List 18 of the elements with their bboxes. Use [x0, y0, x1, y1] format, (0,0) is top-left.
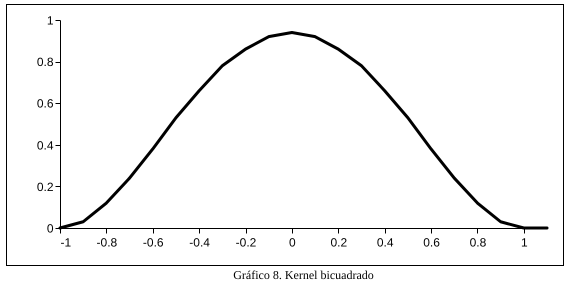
x-tick-label: -0.2 — [236, 236, 257, 250]
text: Gráfico 8. Kernel bicuadrado — [233, 268, 374, 282]
y-tick-label: 1 — [46, 14, 54, 28]
y-tick-label: 0.6 — [36, 96, 54, 111]
y-tick-label: 0.8 — [36, 55, 54, 70]
x-tick-label: 0.6 — [423, 236, 440, 250]
x-tick-label: -1 — [60, 236, 72, 250]
x-tick-label: 0 — [289, 236, 296, 250]
x-tick-label: -0.4 — [189, 236, 210, 250]
y-tick-label: 0.2 — [36, 180, 54, 194]
y-tick-label: 0.4 — [36, 138, 54, 152]
x-tick-label: 0.8 — [470, 236, 487, 250]
x-tick-label: 0.2 — [330, 236, 348, 250]
x-tick-label: 0.4 — [376, 236, 394, 250]
x-tick-label: -0.8 — [96, 236, 118, 250]
x-tick-label: 1 — [520, 236, 528, 250]
x-tick-label: -0.6 — [142, 236, 164, 250]
y-tick-label: 0 — [46, 222, 54, 236]
